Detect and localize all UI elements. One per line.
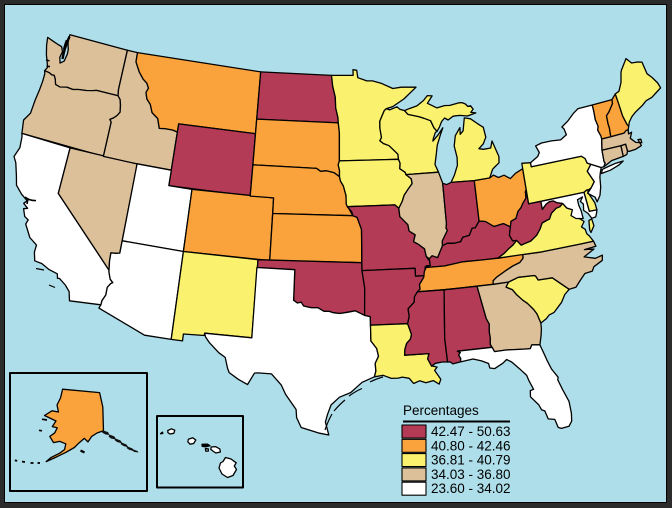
svg-text:23.60 - 34.02: 23.60 - 34.02	[431, 481, 511, 496]
svg-text:34.03 - 36.80: 34.03 - 36.80	[431, 467, 511, 482]
svg-text:36.81 - 40.79: 36.81 - 40.79	[431, 453, 511, 468]
svg-text:42.47 - 50.63: 42.47 - 50.63	[431, 424, 511, 439]
svg-text:40.80 - 42.46: 40.80 - 42.46	[431, 438, 511, 453]
svg-text:Percentages: Percentages	[403, 403, 479, 418]
